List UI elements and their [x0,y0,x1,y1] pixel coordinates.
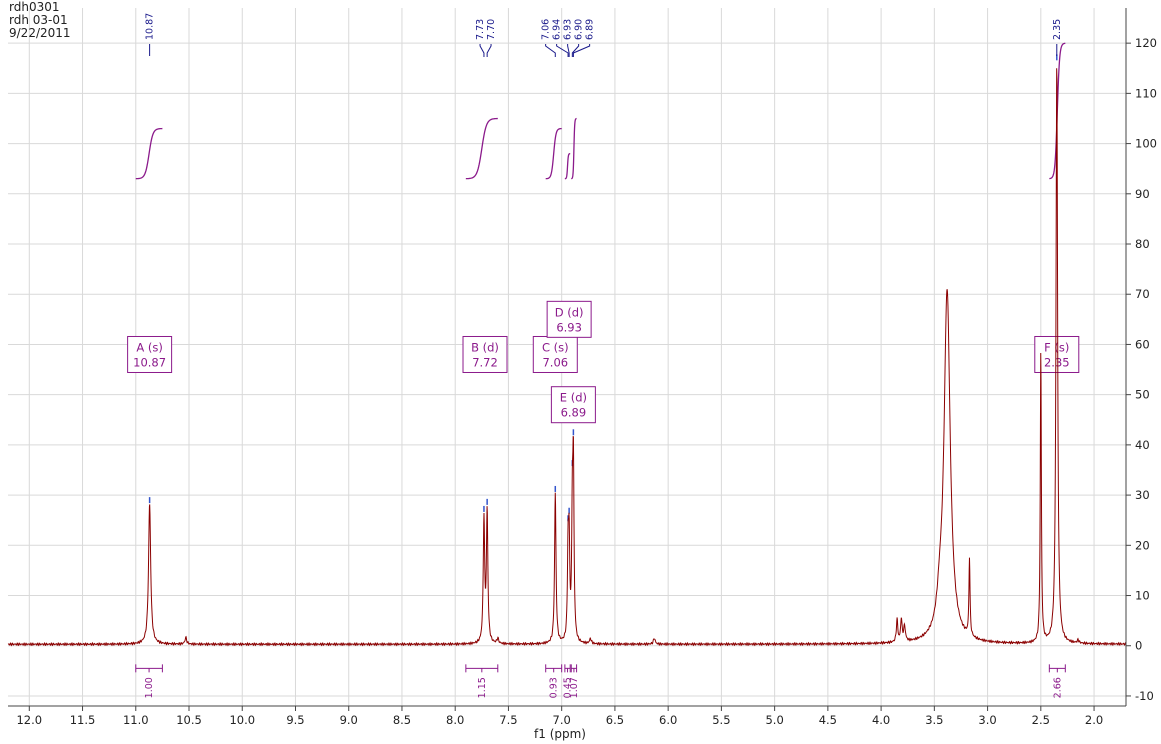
x-tick-label: 11.0 [123,713,149,727]
integral-value: 1.00 [144,677,155,698]
integral-curve [135,127,163,180]
integral-bars: 1.00 1.15 0.93 0.451.07 2.66 [135,664,1066,698]
multiplet-box [127,335,173,373]
peak-leader [486,44,492,57]
multiplet-shift: 6.89 [561,406,587,420]
peak-label: 2.35 [1052,19,1063,40]
multiplet-name: F (s) [1044,340,1069,354]
peak-label: 7.06 [541,19,552,40]
integral-curve [571,117,577,180]
peak-leader [556,44,569,57]
acquisition-date: 9/22/2011 [9,26,71,40]
x-tick-label: 5.5 [712,713,730,727]
peak-label: 10.87 [145,13,156,40]
x-tick-label: 7.5 [499,713,517,727]
x-tick-label: 2.0 [1085,713,1103,727]
multiplet-name: E (d) [560,391,587,405]
x-tick-label: 2.5 [1032,713,1050,727]
x-tick-label: 8.5 [393,713,411,727]
x-tick-label: 3.0 [978,713,996,727]
peak-leader [545,44,556,57]
y-tick-label: 20 [1135,538,1150,552]
x-tick-label: 9.5 [286,713,304,727]
multiplet-name: A (s) [136,340,163,354]
multiplet-shift: 6.93 [556,320,582,334]
y-tick-label: 60 [1135,337,1150,351]
x-tick-label: 12.0 [16,713,42,727]
peak-leader [571,44,580,57]
multiplet-box [1034,335,1080,373]
x-tick-label: 4.0 [872,713,890,727]
y-tick-label: 90 [1135,187,1150,201]
multiplet-name: C (s) [542,340,569,354]
peak-label: 6.90 [574,19,585,40]
x-tick-label: 7.0 [553,713,571,727]
x-tick-label: 9.0 [340,713,358,727]
x-tick-label: 3.5 [925,713,943,727]
x-tick-label: 10.0 [229,713,255,727]
x-tick-label: 6.0 [659,713,677,727]
y-tick-label: 40 [1135,438,1150,452]
peak-label: 6.89 [585,19,596,40]
y-tick-label: 30 [1135,488,1150,502]
y-tick-label: 70 [1135,287,1150,301]
multiplet-box [532,335,578,373]
y-tick-label: 10 [1135,589,1150,603]
multiplet-shift: 7.06 [542,355,568,369]
peak-labels: 10.87 7.73 7.70 7.06 6.94 6.93 6.90 6.89 2.35 [145,13,1063,522]
multiplet-name: B (d) [471,340,499,354]
x-tick-label: 4.5 [819,713,837,727]
spectrum-trace [7,68,1127,647]
integral-curve [465,117,498,180]
peak-leader [572,44,591,57]
peak-label: 7.73 [475,19,486,40]
y-tick-label: -10 [1135,689,1154,703]
x-tick-label: 11.5 [70,713,96,727]
integral-value: 1.07 [569,677,580,698]
peak-leader [479,44,485,57]
x-axis: 12.0 11.5 11.0 10.5 10.0 9.5 9.0 8.5 8.0 7.5 7.0 6.… [8,705,1126,727]
peak-label: 6.94 [552,19,563,40]
multiplet-box [550,386,596,424]
grid-lines [8,8,1126,706]
multiplet-shift: 7.72 [472,355,498,369]
peak-label: 7.70 [486,19,497,40]
y-tick-label: 120 [1135,36,1157,50]
x-tick-label: 5.0 [765,713,783,727]
integral-value: 0.45 [563,677,574,698]
x-tick-label: 6.5 [606,713,624,727]
multiplet-boxes: A (s)10.87 B (d)7.72 C (s)7.06 D (d)6.93 E (… [127,300,1080,424]
y-tick-label: 50 [1135,388,1150,402]
x-axis-label: f1 (ppm) [534,727,586,741]
multiplet-shift: 2.35 [1044,355,1070,369]
multiplet-box [546,300,592,338]
y-tick-label: 100 [1135,137,1157,151]
y-tick-label: 0 [1135,639,1142,653]
integral-value: 1.15 [477,677,488,698]
multiplet-name: D (d) [555,305,584,319]
integral-curve [564,153,571,180]
sample-name: rdh 03-01 [9,13,68,27]
sample-id: rdh0301 [9,0,60,14]
x-tick-label: 10.5 [176,713,202,727]
multiplet-shift: 10.87 [133,355,166,369]
integral-value: 0.93 [549,677,560,698]
y-axis: -10 0 10 20 30 40 50 60 70 80 90 100 110 120 [1125,8,1157,706]
y-tick-label: 80 [1135,237,1150,251]
integral-curve [545,127,562,180]
peak-label: 6.93 [563,19,574,40]
x-tick-label: 8.0 [446,713,464,727]
peak-leader [567,44,570,57]
integral-curves [135,42,1066,180]
integral-value: 2.66 [1052,677,1063,698]
multiplet-box [462,335,508,373]
y-tick-label: 110 [1135,86,1157,100]
